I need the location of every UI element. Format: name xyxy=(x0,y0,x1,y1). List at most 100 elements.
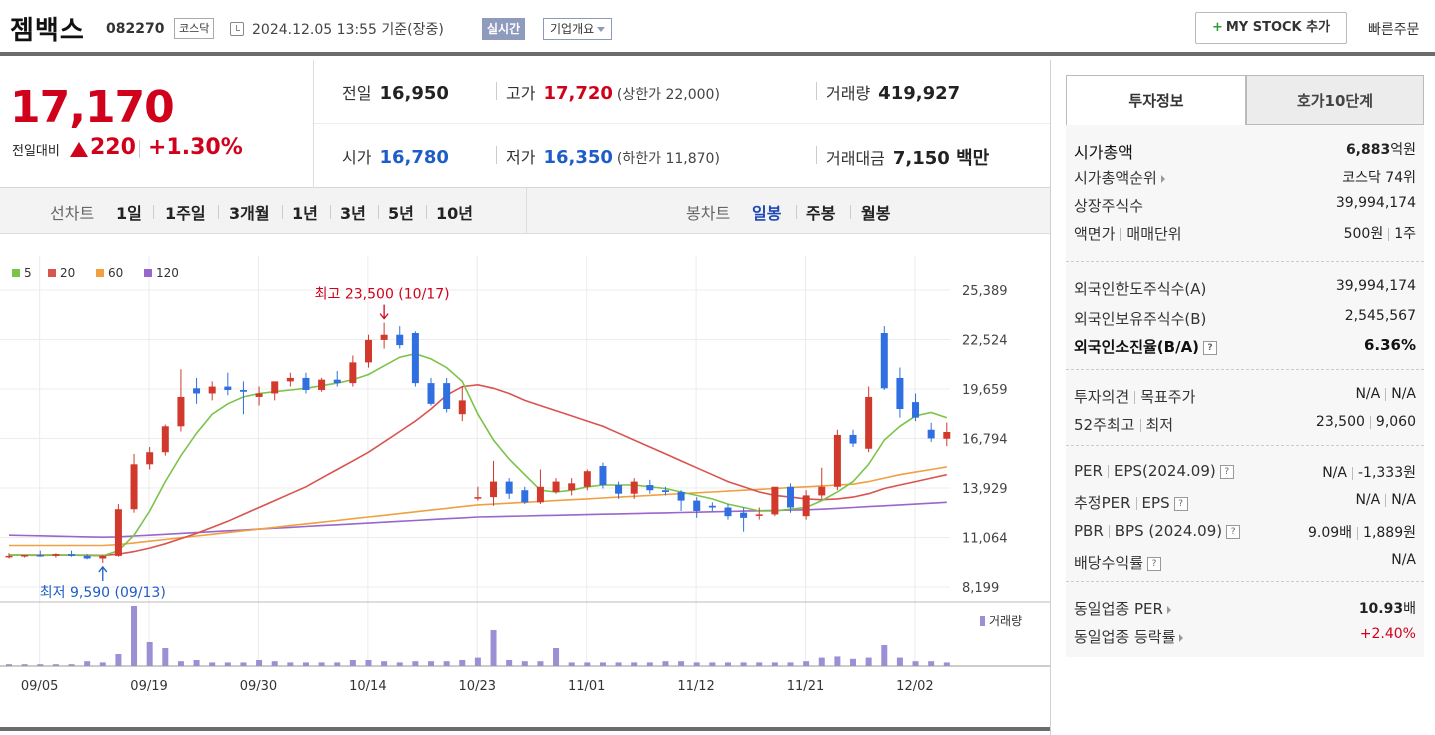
volume-bar xyxy=(474,657,481,666)
candle-body xyxy=(161,426,169,453)
candle-body xyxy=(364,339,372,363)
divider xyxy=(426,205,427,219)
bottom-border xyxy=(0,727,1050,731)
candle-weekly[interactable]: 주봉 xyxy=(806,204,836,223)
candle-body xyxy=(224,386,232,391)
volume-legend-label: 거래량 xyxy=(989,614,1022,628)
info-row-1: 전일 16,950 고가 17,720 (상한가 22,000) 거래량 419,927 xyxy=(314,60,1050,124)
section-foreign: 외국인한도주식수(A) 39,994,174 외국인보유주식수(B) 2,545… xyxy=(1066,262,1424,370)
legend-label-ma60: 60 xyxy=(108,266,123,280)
company-overview-dropdown[interactable]: 기업개요 xyxy=(543,18,613,40)
volume-bar xyxy=(37,664,44,666)
company-name: 젬백스 xyxy=(10,16,85,46)
open-price: 시가 16,780 xyxy=(342,147,449,168)
period-1w[interactable]: 1주일 xyxy=(165,204,206,223)
volume-bar xyxy=(506,660,513,666)
period-1y[interactable]: 1년 xyxy=(292,204,318,223)
sector-per-row[interactable]: 동일업종 PER 10.93배 xyxy=(1074,600,1416,618)
candle-body xyxy=(646,485,654,491)
period-10y[interactable]: 10년 xyxy=(436,204,473,223)
dividend-row: 배당수익률? N/A xyxy=(1074,552,1416,572)
volume-bar xyxy=(537,661,544,666)
candle-body xyxy=(630,481,638,494)
period-5y[interactable]: 5년 xyxy=(388,204,414,223)
current-price-box: 17,170 전일대비 220 +1.30% xyxy=(0,60,314,188)
listed-shares-row: 상장주식수 39,994,174 xyxy=(1074,195,1416,215)
y-tick-label: 22,524 xyxy=(962,334,1008,349)
quick-order-button[interactable]: 빠른주문 xyxy=(1368,22,1420,38)
volume-bar xyxy=(693,662,700,666)
divider xyxy=(153,205,154,219)
volume-bar xyxy=(521,661,528,666)
volume-bar xyxy=(709,662,716,666)
stock-header: 젬백스 082270 코스닥 2024.12.05 13:55 기준(장중) 실… xyxy=(0,0,1435,56)
tab-investment-info[interactable]: 투자정보 xyxy=(1066,75,1246,125)
volume-bar xyxy=(115,654,122,666)
candle-body xyxy=(833,434,841,487)
52w-row: 52주최고 최저 23,500 9,060 xyxy=(1074,414,1416,434)
volume-bar xyxy=(84,661,91,666)
candle-body xyxy=(208,386,216,394)
series-line-ma20 xyxy=(9,383,947,557)
volume-bar xyxy=(396,662,403,666)
volume-bar xyxy=(99,662,106,666)
sector-rate-row[interactable]: 동일업종 등락률 +2.40% xyxy=(1074,626,1416,646)
help-icon[interactable]: ? xyxy=(1219,464,1234,479)
help-icon[interactable]: ? xyxy=(1173,496,1188,511)
volume-bar xyxy=(209,662,216,666)
volume-bar xyxy=(443,661,450,666)
period-3y[interactable]: 3년 xyxy=(340,204,366,223)
volume-bar xyxy=(912,661,919,666)
y-tick-label: 11,064 xyxy=(962,532,1008,547)
arrow-right-icon xyxy=(1160,174,1165,183)
section-valuation: PER EPS(2024.09)? N/A -1,333원 추정PER EPS? N/… xyxy=(1066,446,1424,582)
foreign-ratio-row: 외국인소진율(B/A)? 6.36% xyxy=(1074,336,1416,356)
info-tabs: 투자정보 호가10단계 xyxy=(1066,75,1424,125)
add-mystock-button[interactable]: + MY STOCK 추가 xyxy=(1195,12,1347,44)
volume-bar xyxy=(240,662,247,666)
period-3m[interactable]: 3개월 xyxy=(229,204,270,223)
help-icon[interactable]: ? xyxy=(1147,556,1162,571)
candle-body xyxy=(583,471,591,487)
candle-body xyxy=(83,555,91,559)
realtime-button[interactable]: 실시간 xyxy=(482,18,526,40)
volume-legend-swatch xyxy=(980,616,985,626)
volume-bar xyxy=(943,662,950,666)
market-badge: 코스닥 xyxy=(174,18,215,39)
divider xyxy=(526,188,527,234)
help-icon[interactable]: ? xyxy=(1203,340,1218,355)
divider xyxy=(330,205,331,219)
low-price: 저가 16,350 (하한가 11,870) xyxy=(496,144,720,168)
help-icon[interactable]: ? xyxy=(1226,524,1241,539)
volume-bar xyxy=(662,661,669,666)
candle-body xyxy=(490,481,498,498)
pbr-bps-row: PBR BPS (2024.09)? 9.09배 1,889원 xyxy=(1074,522,1416,541)
y-tick-label: 16,794 xyxy=(962,433,1008,448)
candle-body xyxy=(818,486,826,496)
legend-swatch-ma120 xyxy=(144,269,152,277)
x-tick-label: 09/05 xyxy=(21,679,58,694)
caret-down-icon xyxy=(597,27,606,32)
candle-body xyxy=(552,481,560,492)
candle-body xyxy=(239,390,247,392)
candle-body xyxy=(661,490,669,492)
est-per-row: 추정PER EPS? N/A N/A xyxy=(1074,492,1416,512)
x-tick-label: 11/12 xyxy=(677,679,714,694)
candle-body xyxy=(724,507,732,517)
volume-bar xyxy=(6,664,12,666)
volume-bar xyxy=(818,657,825,666)
volume-bar xyxy=(193,660,200,666)
tab-order-book[interactable]: 호가10단계 xyxy=(1246,75,1424,125)
stock-chart[interactable]: 5 20 60 120 최고 23,500 (10/17) 최저 9,590 (… xyxy=(0,236,1050,735)
low-annotation: 최저 9,590 (09/13) xyxy=(40,585,166,601)
divider xyxy=(282,205,283,219)
candle-monthly[interactable]: 월봉 xyxy=(861,204,891,223)
candle-daily[interactable]: 일봉 xyxy=(752,204,782,223)
volume-bar xyxy=(740,662,747,666)
volume-bar xyxy=(896,657,903,666)
x-tick-label: 09/19 xyxy=(130,679,167,694)
candlestick-chart[interactable]: 5 20 60 120 최고 23,500 (10/17) 최저 9,590 (… xyxy=(0,236,1050,735)
high-arrow-head xyxy=(379,313,389,320)
period-1d[interactable]: 1일 xyxy=(116,204,142,223)
cap-rank-row[interactable]: 시가총액순위 코스닥 74위 xyxy=(1074,169,1416,187)
